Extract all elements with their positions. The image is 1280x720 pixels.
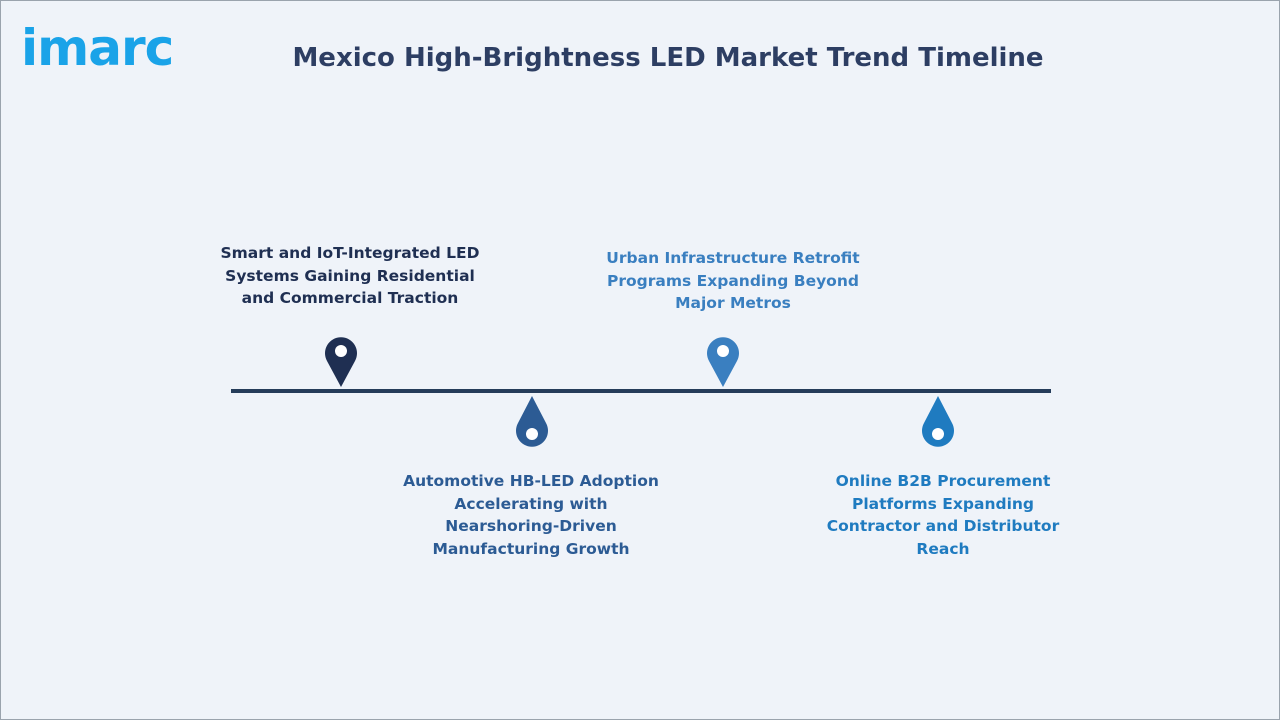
droplet-icon [922, 396, 954, 447]
logo-text: imarc [21, 19, 174, 77]
droplet-icon [516, 396, 548, 447]
milestone-label-1: Smart and IoT-Integrated LED Systems Gai… [220, 244, 480, 307]
map-pin-icon [325, 337, 357, 387]
milestone-label-4: Online B2B Procurement Platforms Expandi… [826, 472, 1060, 558]
milestone-label-2: Automotive HB-LED Adoption Accelerating … [403, 472, 659, 558]
milestone-label-3: Urban Infrastructure Retrofit Programs E… [606, 249, 860, 312]
map-pin-icon [707, 337, 739, 387]
page-title: Mexico High-Brightness LED Market Trend … [292, 43, 1044, 73]
imarc-logo: imarc [21, 15, 211, 81]
timeline-line [231, 389, 1051, 393]
